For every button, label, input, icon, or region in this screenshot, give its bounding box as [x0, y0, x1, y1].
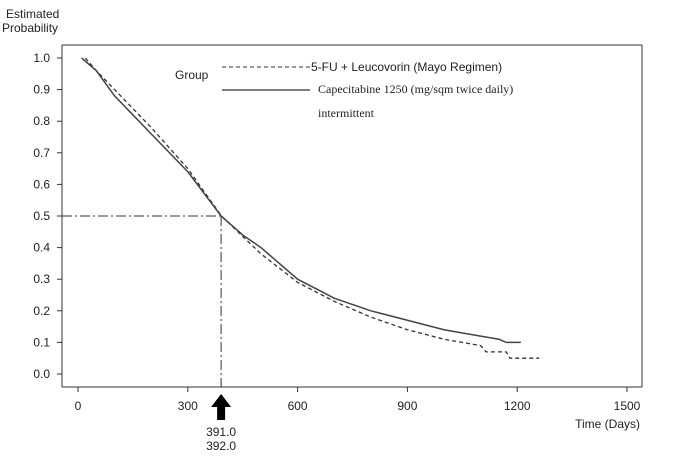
- y-tick-label: 0.6: [33, 177, 50, 191]
- x-axis-label: Time (Days): [575, 417, 640, 431]
- x-tick-label: 0: [75, 399, 82, 413]
- median-label: 391.0: [206, 425, 236, 439]
- series-line-capecitabine: [81, 57, 521, 344]
- legend-entry-intermittent: intermittent: [318, 106, 375, 120]
- series-line-5fu-leucovorin: [84, 57, 540, 359]
- y-tick-label: 0.3: [33, 272, 50, 286]
- x-tick-label: 900: [397, 399, 417, 413]
- x-tick-label: 300: [178, 399, 198, 413]
- median-arrow-icon: [211, 394, 232, 420]
- legend-entry-5fu: 5-FU + Leucovorin (Mayo Regimen): [311, 60, 502, 74]
- y-tick-label: 0.8: [33, 114, 50, 128]
- legend-entry-capecitabine: Capecitabine 1250 (mg/sqm twice daily): [318, 82, 513, 96]
- legend-title: Group: [175, 68, 209, 82]
- y-tick-label: 0.1: [33, 335, 50, 349]
- y-tick-label: 0.9: [33, 83, 50, 97]
- x-tick-label: 600: [288, 399, 308, 413]
- y-tick-label: 0.4: [33, 241, 50, 255]
- legend: Group 5-FU + Leucovorin (Mayo Regimen) C…: [175, 60, 513, 120]
- y-axis-label: Estimated Probability: [2, 7, 59, 35]
- x-tick-label: 1500: [614, 399, 641, 413]
- y-tick-label: 0.7: [33, 146, 50, 160]
- y-tick-label: 1.0: [33, 51, 50, 65]
- y-tick-label: 0.5: [33, 209, 50, 223]
- y-tick-label: 0.2: [33, 304, 50, 318]
- median-label: 392.0: [206, 439, 236, 453]
- y-tick-label: 0.0: [33, 367, 50, 381]
- x-tick-label: 1200: [504, 399, 531, 413]
